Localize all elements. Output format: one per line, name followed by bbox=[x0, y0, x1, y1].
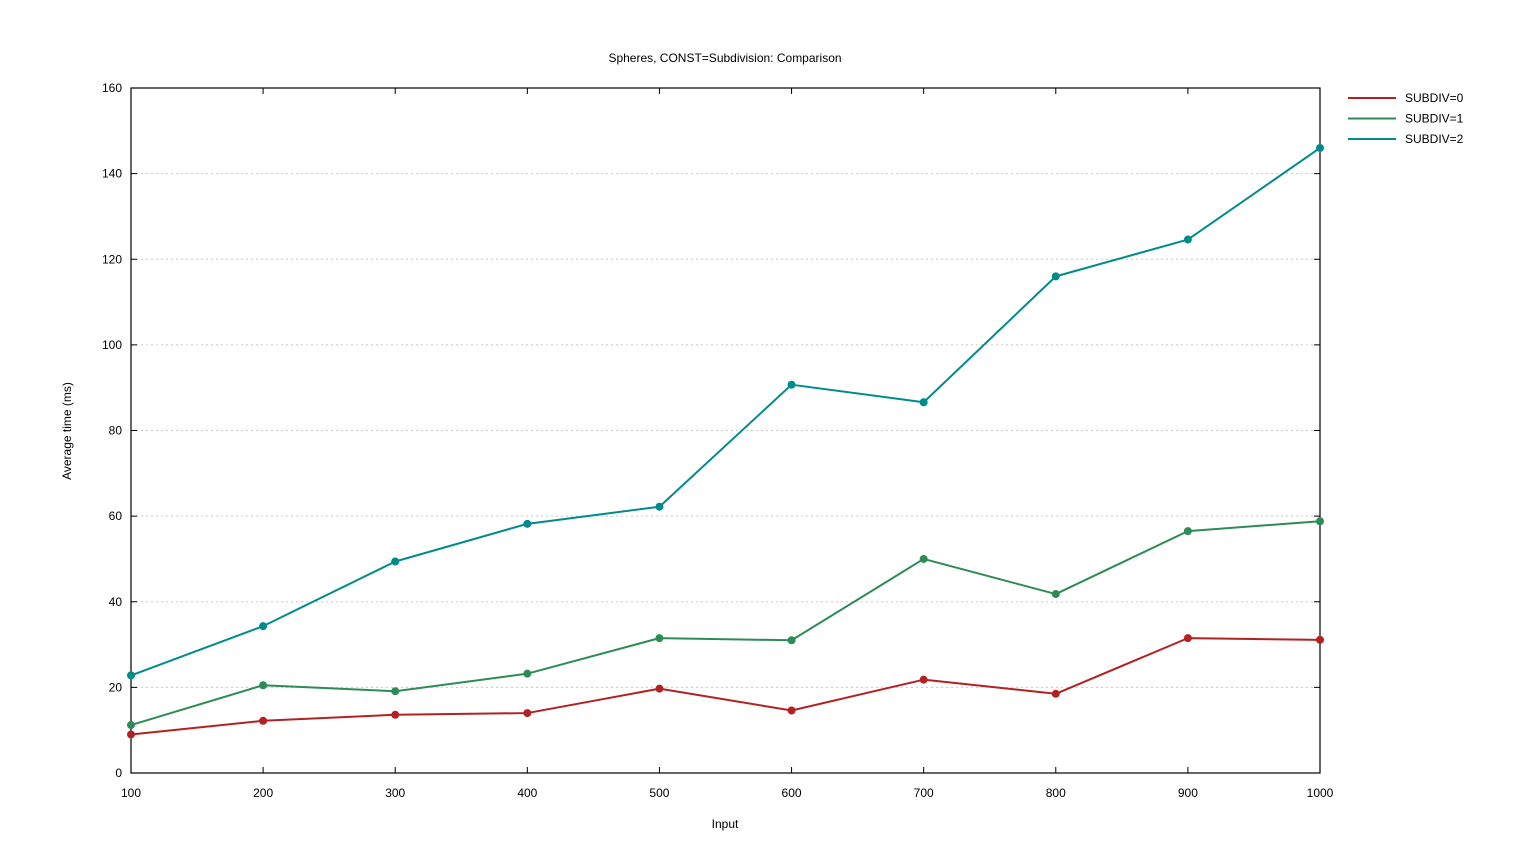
series-subdiv-0 bbox=[127, 634, 1324, 739]
data-point bbox=[127, 721, 135, 730]
y-tick-label: 40 bbox=[109, 595, 123, 609]
x-tick-label: 100 bbox=[121, 786, 141, 800]
data-point bbox=[1316, 635, 1324, 644]
data-point bbox=[919, 675, 928, 684]
data-point bbox=[1183, 634, 1192, 643]
data-point bbox=[1051, 590, 1060, 599]
data-point bbox=[919, 398, 928, 407]
legend-label: SUBDIV=2 bbox=[1405, 132, 1464, 146]
data-point bbox=[787, 636, 796, 645]
data-point bbox=[391, 710, 400, 719]
data-point bbox=[259, 716, 268, 725]
chart-title: Spheres, CONST=Subdivision: Comparison bbox=[608, 51, 841, 65]
data-point bbox=[1051, 689, 1060, 698]
data-point bbox=[523, 669, 532, 678]
grid bbox=[131, 173, 1320, 688]
x-tick-label: 400 bbox=[517, 786, 537, 800]
x-tick-label: 800 bbox=[1046, 786, 1066, 800]
y-tick-label: 80 bbox=[109, 424, 123, 438]
y-tick-label: 160 bbox=[102, 81, 122, 95]
legend-label: SUBDIV=1 bbox=[1405, 112, 1464, 126]
y-tick-label: 0 bbox=[115, 766, 122, 780]
data-point bbox=[1316, 143, 1324, 152]
series-group bbox=[127, 143, 1324, 739]
x-tick-label: 700 bbox=[914, 786, 934, 800]
data-point bbox=[259, 681, 268, 690]
data-point bbox=[655, 634, 664, 643]
data-point bbox=[919, 554, 928, 563]
axis-ticks: 0 20 40 60 80 100 120 140 160 100 200 300 400 500 600 7… bbox=[102, 81, 1334, 800]
x-tick-label: 600 bbox=[782, 786, 802, 800]
y-tick-label: 140 bbox=[102, 167, 122, 181]
data-point bbox=[127, 671, 135, 680]
x-tick-label: 900 bbox=[1178, 786, 1198, 800]
data-point bbox=[1316, 517, 1324, 526]
x-tick-label: 1000 bbox=[1307, 786, 1334, 800]
y-axis-title: Average time (ms) bbox=[60, 382, 74, 480]
data-point bbox=[1183, 235, 1192, 244]
x-tick-label: 500 bbox=[649, 786, 669, 800]
series-subdiv-1 bbox=[127, 517, 1324, 730]
data-point bbox=[127, 730, 135, 739]
y-tick-label: 100 bbox=[102, 338, 122, 352]
y-tick-label: 120 bbox=[102, 252, 122, 266]
data-point bbox=[655, 684, 664, 693]
series-line bbox=[130, 147, 1321, 677]
series-line bbox=[130, 637, 1321, 736]
data-point bbox=[655, 502, 664, 511]
x-axis-title: Input bbox=[712, 817, 739, 831]
data-point bbox=[1051, 272, 1060, 281]
data-point bbox=[787, 380, 796, 389]
y-tick-label: 20 bbox=[109, 680, 123, 694]
x-tick-label: 300 bbox=[385, 786, 405, 800]
data-point bbox=[523, 709, 532, 718]
series-line bbox=[130, 520, 1321, 727]
data-point bbox=[1183, 527, 1192, 536]
data-point bbox=[391, 687, 400, 696]
x-tick-label: 200 bbox=[253, 786, 273, 800]
y-tick-label: 60 bbox=[109, 509, 123, 523]
legend: SUBDIV=0 SUBDIV=1 SUBDIV=2 bbox=[1348, 91, 1464, 146]
series-subdiv-2 bbox=[127, 143, 1324, 680]
legend-label: SUBDIV=0 bbox=[1405, 91, 1464, 105]
data-point bbox=[787, 706, 796, 715]
data-point bbox=[391, 557, 400, 566]
data-point bbox=[259, 622, 268, 631]
data-point bbox=[523, 519, 532, 528]
